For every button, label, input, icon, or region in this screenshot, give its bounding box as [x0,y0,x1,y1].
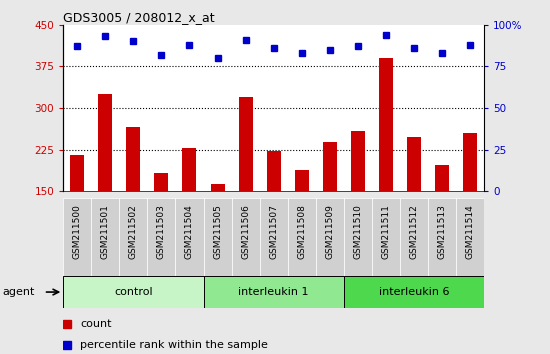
Bar [204,198,232,276]
Bar [344,276,484,308]
Text: GDS3005 / 208012_x_at: GDS3005 / 208012_x_at [63,11,215,24]
Bar [267,151,280,191]
Bar [204,276,344,308]
Bar [435,165,449,191]
Text: GSM211514: GSM211514 [465,205,475,259]
Bar [372,198,400,276]
Bar [316,198,344,276]
Bar [98,94,112,191]
Bar [260,198,288,276]
Bar [239,97,252,191]
Bar [351,131,365,191]
Text: agent: agent [3,287,35,297]
Text: GSM211502: GSM211502 [129,205,138,259]
Text: GSM211505: GSM211505 [213,205,222,259]
Bar [147,198,175,276]
Text: GSM211509: GSM211509 [325,205,334,259]
Text: GSM211513: GSM211513 [437,205,447,259]
Text: GSM211508: GSM211508 [297,205,306,259]
Text: GSM211503: GSM211503 [157,205,166,259]
Bar [211,184,224,191]
Bar [407,137,421,191]
Bar [126,127,140,191]
Bar [155,173,168,191]
Bar [91,198,119,276]
Bar [463,133,477,191]
Bar [183,148,196,191]
Bar [295,170,309,191]
Bar [323,142,337,191]
Text: GSM211504: GSM211504 [185,205,194,259]
Text: percentile rank within the sample: percentile rank within the sample [80,340,268,350]
Bar [456,198,484,276]
Bar [344,198,372,276]
Text: count: count [80,319,112,329]
Text: interleukin 6: interleukin 6 [378,287,449,297]
Text: GSM211512: GSM211512 [409,205,419,259]
Bar [428,198,456,276]
Text: GSM211511: GSM211511 [381,205,390,259]
Text: GSM211507: GSM211507 [269,205,278,259]
Text: GSM211501: GSM211501 [101,205,110,259]
Text: GSM211500: GSM211500 [73,205,82,259]
Bar [175,198,204,276]
Bar [63,198,91,276]
Text: interleukin 1: interleukin 1 [238,287,309,297]
Bar [232,198,260,276]
Bar [63,276,204,308]
Bar [70,155,84,191]
Bar [119,198,147,276]
Bar [288,198,316,276]
Bar [400,198,428,276]
Text: GSM211510: GSM211510 [353,205,362,259]
Bar [379,58,393,191]
Text: control: control [114,287,153,297]
Text: GSM211506: GSM211506 [241,205,250,259]
